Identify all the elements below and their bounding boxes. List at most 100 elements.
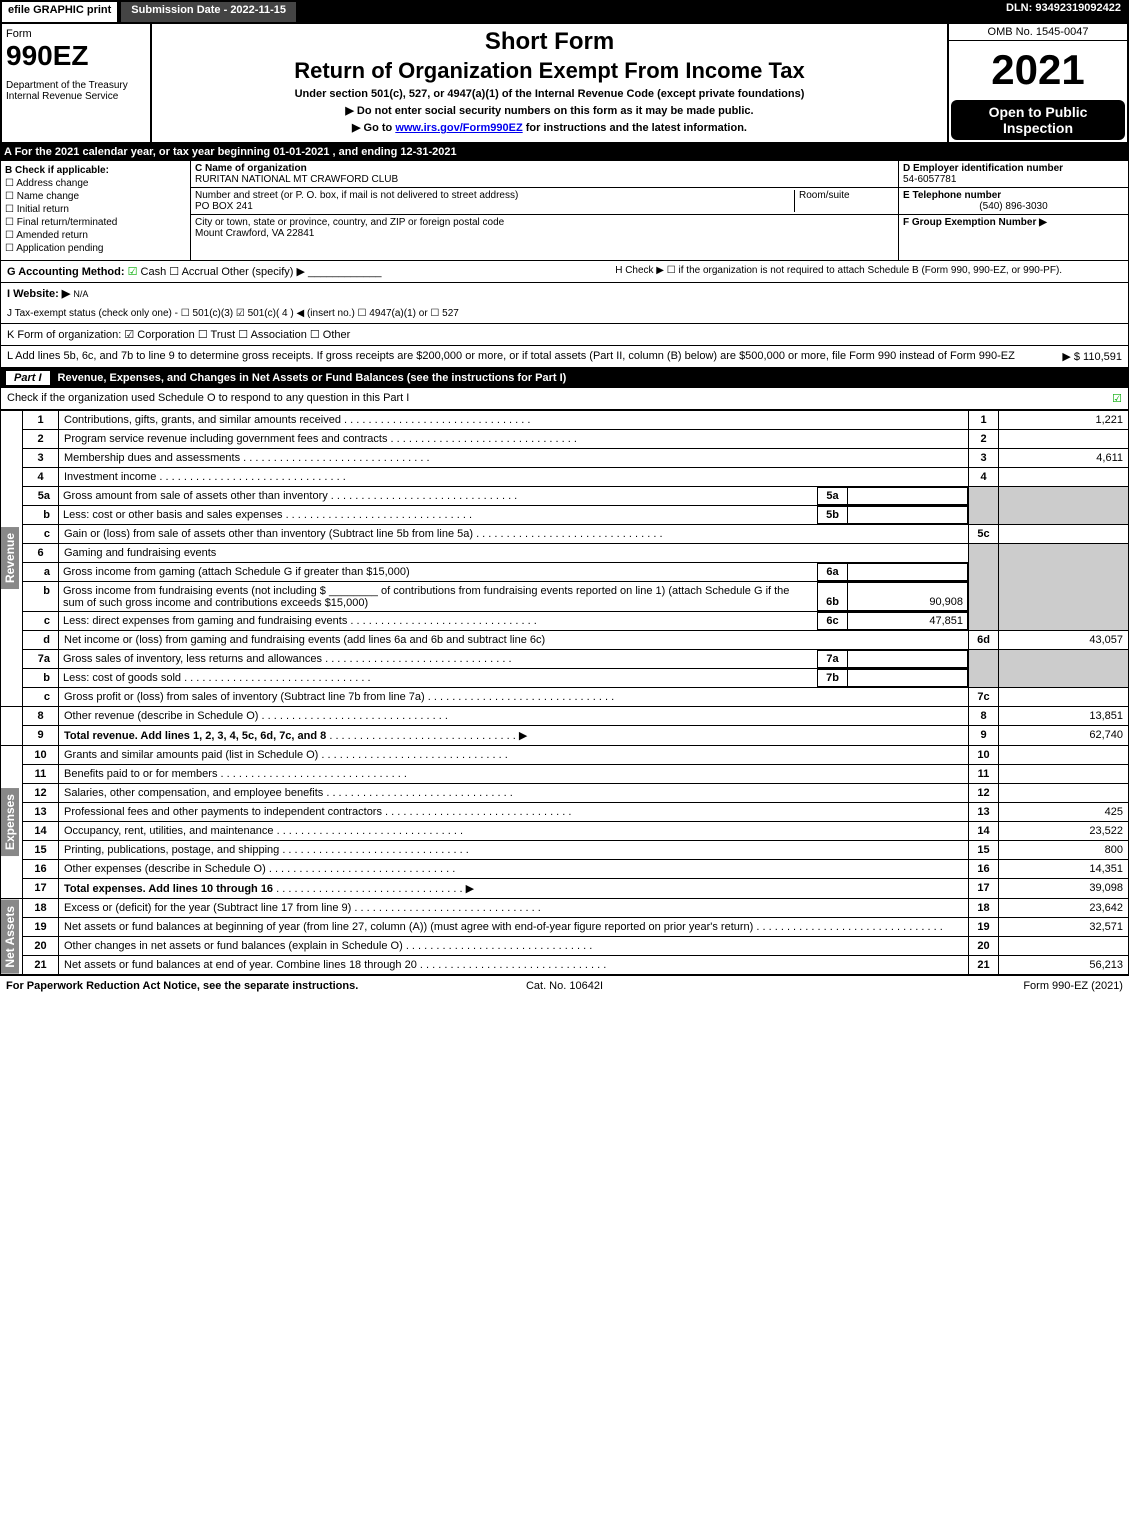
col-d: D Employer identification number 54-6057… — [898, 161, 1128, 260]
ln6a-lbl: 6a — [818, 564, 848, 581]
ln8-desc: Other revenue (describe in Schedule O) — [59, 707, 969, 726]
ln8-val: 13,851 — [999, 707, 1129, 726]
g-accrual[interactable]: Accrual — [169, 266, 218, 278]
line-j: J Tax-exempt status (check only one) - ☐… — [0, 304, 1129, 324]
sub3-pre: ▶ Go to — [352, 122, 395, 134]
ln7a-lbl: 7a — [818, 651, 848, 668]
ln6c-val: 47,851 — [848, 613, 968, 630]
ln10-desc: Grants and similar amounts paid (list in… — [59, 746, 969, 765]
ln2-desc: Program service revenue including govern… — [59, 430, 969, 449]
ln11-num: 11 — [23, 765, 59, 784]
ln5c-val — [999, 525, 1129, 544]
cb-application-pending[interactable]: Application pending — [5, 243, 186, 254]
ln5c-col: 5c — [969, 525, 999, 544]
ln2-col: 2 — [969, 430, 999, 449]
ln7a-desc: Gross sales of inventory, less returns a… — [59, 651, 818, 668]
line-k: K Form of organization: ☑ Corporation ☐ … — [0, 324, 1129, 346]
cb-final-return[interactable]: Final return/terminated — [5, 217, 186, 228]
check-mark[interactable]: ☑ — [1112, 392, 1122, 405]
header-mid: Short Form Return of Organization Exempt… — [152, 24, 947, 142]
header-left: Form 990EZ Department of the Treasury In… — [2, 24, 152, 142]
ln16-col: 16 — [969, 860, 999, 879]
ln6-desc: Gaming and fundraising events — [59, 544, 969, 563]
ln6c-cell: Less: direct expenses from gaming and fu… — [59, 612, 969, 631]
header-right: OMB No. 1545-0047 2021 Open to Public In… — [947, 24, 1127, 142]
ln5a-desc: Gross amount from sale of assets other t… — [59, 488, 818, 505]
grp-label: F Group Exemption Number ▶ — [903, 217, 1124, 228]
dln: DLN: 93492319092422 — [998, 0, 1129, 24]
ln17-val: 39,098 — [999, 879, 1129, 899]
ln5a-cell: Gross amount from sale of assets other t… — [59, 487, 969, 506]
ln17-desc: Total expenses. Add lines 10 through 16 … — [59, 879, 969, 899]
ln6d-num: d — [23, 631, 59, 650]
ln7c-col: 7c — [969, 688, 999, 707]
line-i: I Website: ▶ N/A — [0, 283, 1129, 304]
ln7-shade — [969, 650, 999, 688]
ln7a-num: 7a — [23, 650, 59, 669]
sub3-post: for instructions and the latest informat… — [523, 122, 747, 134]
vtab-netassets: Net Assets — [1, 899, 23, 975]
ln7a-val — [848, 651, 968, 668]
ln3-col: 3 — [969, 449, 999, 468]
part-1-label: Part I — [6, 371, 50, 385]
ln20-desc: Other changes in net assets or fund bala… — [59, 937, 969, 956]
ln6b-val: 90,908 — [848, 583, 968, 611]
col-b-title: B Check if applicable: — [5, 165, 186, 176]
ln16-desc: Other expenses (describe in Schedule O) — [59, 860, 969, 879]
org-name: RURITAN NATIONAL MT CRAWFORD CLUB — [195, 174, 894, 185]
department: Department of the Treasury Internal Reve… — [6, 80, 146, 102]
footer-center: Cat. No. 10642I — [378, 980, 750, 992]
ln18-desc: Excess or (deficit) for the year (Subtra… — [59, 899, 969, 918]
ein-row: D Employer identification number 54-6057… — [899, 161, 1128, 188]
ln20-col: 20 — [969, 937, 999, 956]
ln6b-cell: Gross income from fundraising events (no… — [59, 582, 969, 612]
ln17-col: 17 — [969, 879, 999, 899]
ln9-text: Total revenue. Add lines 1, 2, 3, 4, 5c,… — [64, 730, 326, 742]
ln1-col: 1 — [969, 411, 999, 430]
ln6c-lbl: 6c — [818, 613, 848, 630]
ln6a-cell: Gross income from gaming (attach Schedul… — [59, 563, 969, 582]
ln20-num: 20 — [23, 937, 59, 956]
vtab-revenue: Revenue — [1, 411, 23, 707]
ln11-val — [999, 765, 1129, 784]
g-other[interactable]: Other (specify) ▶ — [221, 266, 305, 278]
efile-label: efile GRAPHIC print — [0, 0, 119, 24]
ln12-desc: Salaries, other compensation, and employ… — [59, 784, 969, 803]
cname-label: C Name of organization — [195, 163, 894, 174]
ln7-shade-val — [999, 650, 1129, 688]
ln3-val: 4,611 — [999, 449, 1129, 468]
cb-address-change[interactable]: Address change — [5, 178, 186, 189]
ln7b-lbl: 7b — [818, 670, 848, 687]
ln13-col: 13 — [969, 803, 999, 822]
ln19-desc: Net assets or fund balances at beginning… — [59, 918, 969, 937]
ln4-desc: Investment income — [59, 468, 969, 487]
footer-right: Form 990-EZ (2021) — [751, 980, 1123, 992]
ln21-val: 56,213 — [999, 956, 1129, 975]
ln10-num: 10 — [23, 746, 59, 765]
ln12-val — [999, 784, 1129, 803]
part-1-bar: Part I Revenue, Expenses, and Changes in… — [0, 368, 1129, 388]
ln5b-val — [848, 507, 968, 524]
ln5a-val — [848, 488, 968, 505]
ln5b-cell: Less: cost or other basis and sales expe… — [59, 506, 969, 525]
ln5c-desc: Gain or (loss) from sale of assets other… — [59, 525, 969, 544]
cb-name-change[interactable]: Name change — [5, 191, 186, 202]
cb-amended-return[interactable]: Amended return — [5, 230, 186, 241]
g-cash[interactable]: Cash — [128, 266, 167, 278]
ln4-num: 4 — [23, 468, 59, 487]
ln14-num: 14 — [23, 822, 59, 841]
ln9-num: 9 — [23, 726, 59, 746]
vtab-revenue-label: Revenue — [1, 527, 19, 589]
irs-link[interactable]: www.irs.gov/Form990EZ — [395, 122, 522, 134]
ln6c-num: c — [23, 612, 59, 631]
ln14-desc: Occupancy, rent, utilities, and maintena… — [59, 822, 969, 841]
ln20-val — [999, 937, 1129, 956]
check-text: Check if the organization used Schedule … — [7, 392, 1112, 405]
form-header: Form 990EZ Department of the Treasury In… — [0, 24, 1129, 144]
ln6b-num: b — [23, 582, 59, 612]
ln15-desc: Printing, publications, postage, and shi… — [59, 841, 969, 860]
ln11-col: 11 — [969, 765, 999, 784]
h-text: H Check ▶ ☐ if the organization is not r… — [615, 265, 1122, 278]
ln21-desc: Net assets or fund balances at end of ye… — [59, 956, 969, 975]
cb-initial-return[interactable]: Initial return — [5, 204, 186, 215]
